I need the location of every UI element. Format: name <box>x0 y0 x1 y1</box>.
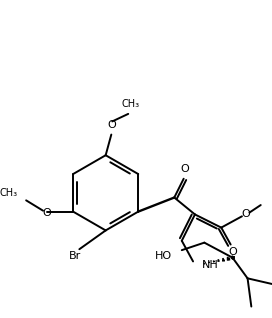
Text: CH₃: CH₃ <box>122 100 140 109</box>
Text: O: O <box>108 120 117 130</box>
Text: O: O <box>180 164 189 174</box>
Text: Br: Br <box>69 251 81 261</box>
Text: O: O <box>241 210 250 219</box>
Text: NH: NH <box>202 260 218 270</box>
Text: HO: HO <box>155 251 172 261</box>
Text: O: O <box>42 208 51 218</box>
Text: CH₃: CH₃ <box>0 188 18 198</box>
Text: O: O <box>228 247 237 257</box>
